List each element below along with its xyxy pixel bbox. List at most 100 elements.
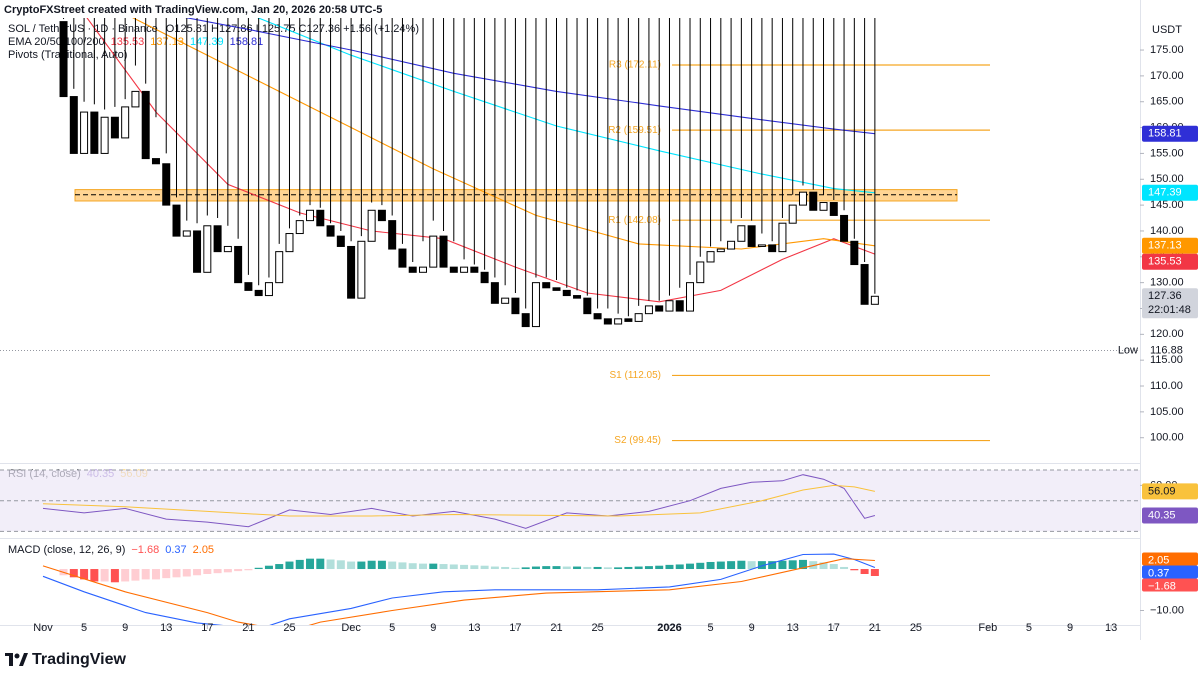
candle-body <box>121 106 130 139</box>
x-tick-label: 21 <box>869 622 881 634</box>
candle-body <box>747 225 756 247</box>
candle-body <box>521 313 530 328</box>
logo-text: TradingView <box>32 651 127 668</box>
candle-body <box>788 204 797 224</box>
x-tick-label: 25 <box>910 622 922 634</box>
price-tag-label: −1.68 <box>1148 580 1176 592</box>
logo-part <box>9 653 13 666</box>
logo-part <box>19 653 28 666</box>
histogram-bar <box>90 569 99 582</box>
histogram-bar <box>542 566 551 570</box>
x-tick-label: Nov <box>33 622 53 634</box>
y-tick-label: 105.00 <box>1150 406 1184 418</box>
histogram-bar <box>768 561 777 570</box>
histogram-bar <box>655 565 664 570</box>
y-tick-label: 120.00 <box>1150 328 1184 340</box>
y-tick-label: 100.00 <box>1150 432 1184 444</box>
y-tick-label: 140.00 <box>1150 225 1184 237</box>
symbol: SOL / TetherUS · 1D · Binance <box>8 23 158 35</box>
histogram-bar <box>531 566 540 570</box>
candle-body <box>603 318 612 325</box>
histogram-bar <box>172 569 181 578</box>
y-tick-label: 155.00 <box>1150 147 1184 159</box>
candle-body <box>449 266 458 273</box>
candle-body <box>418 266 427 273</box>
candle-body <box>172 204 181 237</box>
histogram-bar <box>388 561 397 570</box>
histogram-bar <box>306 558 315 570</box>
histogram-bar <box>316 558 325 570</box>
histogram-bar <box>408 563 417 570</box>
candle-body <box>326 225 335 237</box>
candle-body <box>829 202 838 216</box>
histogram-bar <box>870 569 879 576</box>
histogram-bar <box>706 561 715 570</box>
candle-body <box>295 220 304 235</box>
ema-label: EMA 20/50/100/200 <box>8 36 105 48</box>
pivot-label: S2 (99.45) <box>614 435 661 446</box>
x-tick-label: 9 <box>122 622 128 634</box>
y-tick-label: 145.00 <box>1150 199 1184 211</box>
candle-body <box>162 163 171 206</box>
x-tick-label: 5 <box>1026 622 1032 634</box>
histogram-bar <box>203 569 212 574</box>
candle-body <box>798 191 807 206</box>
price-tag <box>1142 237 1198 254</box>
legend-value: 135.53 <box>111 36 145 48</box>
symbol-line: SOL / TetherUS · 1D · Binance O125.81 H12… <box>8 23 419 35</box>
candle-body <box>357 240 366 299</box>
histogram-bar <box>778 560 787 570</box>
candle-body <box>634 313 643 322</box>
candle-body <box>244 282 253 291</box>
candle-body <box>306 209 315 222</box>
ohlc: O125.81 H127.86 L125.75 C127.36 +1.56 (+… <box>166 23 419 35</box>
candle-body <box>388 220 397 250</box>
histogram-bar <box>254 567 263 570</box>
price-tag-label: 127.36 <box>1148 290 1182 302</box>
candle-body <box>470 266 479 273</box>
histogram-bar <box>193 569 202 576</box>
price-tag <box>1142 578 1198 592</box>
histogram-bar <box>850 569 859 571</box>
histogram-bar <box>757 561 766 570</box>
line-series <box>42 553 876 625</box>
histogram-bar <box>603 567 612 570</box>
legend-value: 0.37 <box>165 544 186 556</box>
histogram-bar <box>501 566 510 570</box>
histogram-bar <box>100 569 109 582</box>
candle-body <box>850 240 859 266</box>
candle-body <box>408 266 417 273</box>
histogram-bar <box>634 566 643 570</box>
candle-body <box>716 248 725 253</box>
candle-body <box>264 282 273 297</box>
line-series <box>86 18 876 303</box>
candle-body <box>480 271 489 284</box>
price-tag-label: 56.09 <box>1148 485 1176 497</box>
pivots-legend: Pivots (Traditional, Auto) <box>8 49 127 61</box>
price-tag <box>1142 184 1198 201</box>
candle-body <box>110 116 119 139</box>
line-series <box>42 558 875 625</box>
candle-body <box>757 244 766 247</box>
candle-body <box>336 235 345 247</box>
macd-label: MACD (close, 12, 26, 9) <box>8 544 125 556</box>
histogram-bar <box>716 561 725 570</box>
price-tag-label: 0.37 <box>1148 567 1169 579</box>
candle-body <box>624 318 633 322</box>
x-tick-label: 5 <box>81 622 87 634</box>
x-tick-label: 5 <box>707 622 713 634</box>
candle-body <box>593 313 602 320</box>
histogram-bar <box>449 564 458 570</box>
candle-body <box>254 289 263 297</box>
candle-body <box>439 235 448 268</box>
histogram-bar <box>521 567 530 570</box>
histogram-bar <box>860 569 869 574</box>
y-tick-label: −10.00 <box>1150 604 1184 616</box>
x-tick-label: 13 <box>160 622 172 634</box>
pane-plot <box>42 553 879 625</box>
x-tick-label: 9 <box>1067 622 1073 634</box>
candle-body <box>644 305 653 315</box>
candle-body <box>80 111 89 154</box>
